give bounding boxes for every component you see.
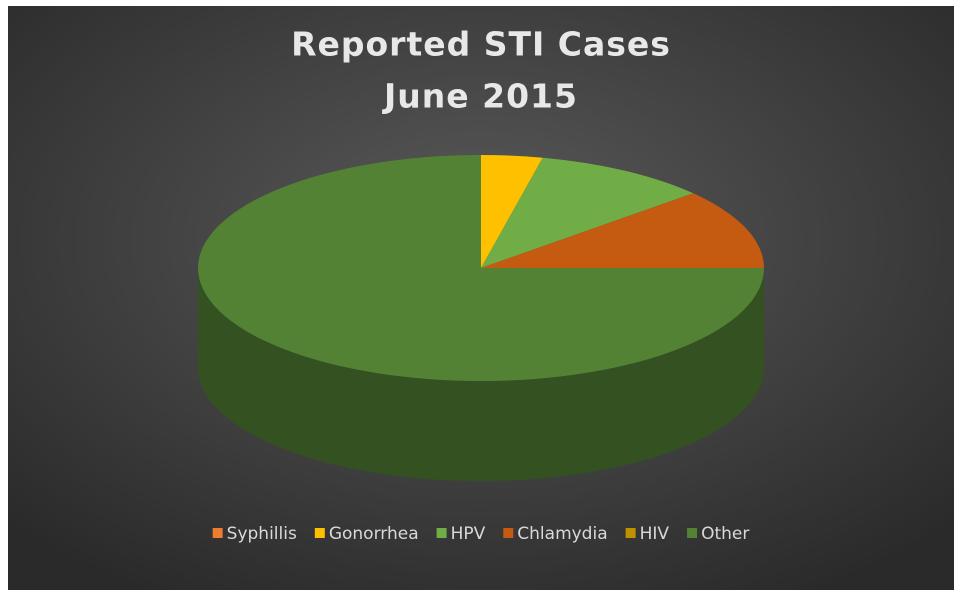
chart-title: Reported STI Cases	[291, 25, 671, 64]
legend-swatch	[503, 528, 514, 538]
legend-swatch	[625, 528, 636, 538]
legend-label: HIV	[640, 524, 670, 544]
pie-slice	[481, 155, 543, 268]
legend-swatch	[436, 528, 447, 538]
legend: Syphillis Gonorrhea HPV Chlamydia HIV Other	[212, 524, 749, 544]
pie-side	[198, 268, 764, 481]
pie-slice	[481, 157, 694, 268]
legend-swatch	[212, 528, 223, 538]
chart-title: June 2015	[382, 77, 578, 116]
legend-swatch	[314, 528, 325, 538]
legend-label: Syphillis	[227, 524, 297, 544]
legend-swatch	[687, 528, 698, 538]
legend-label: Gonorrhea	[329, 524, 419, 544]
pie-slice	[481, 193, 764, 268]
pie-slice	[198, 155, 764, 381]
legend-label: Chlamydia	[517, 524, 607, 544]
legend-label: HPV	[451, 524, 486, 544]
legend-label: Other	[701, 524, 749, 544]
